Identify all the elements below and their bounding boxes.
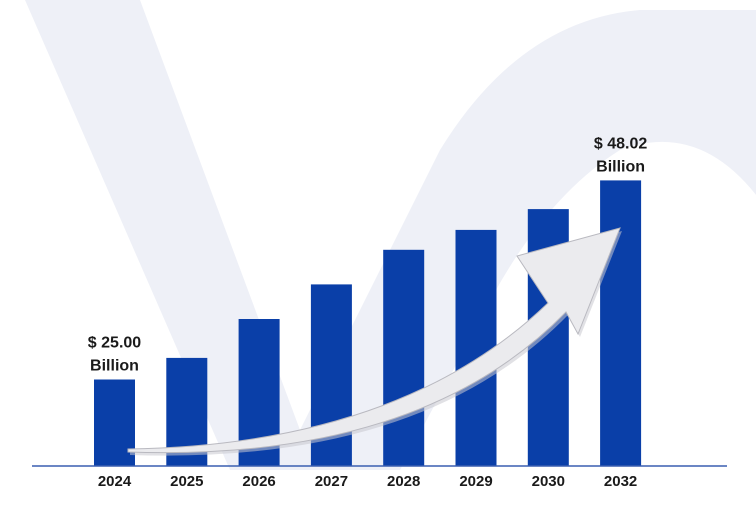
background-watermark bbox=[25, 0, 756, 470]
bar-2032 bbox=[600, 180, 642, 466]
tick-label-2024: 2024 bbox=[98, 473, 132, 490]
tick-label-2026: 2026 bbox=[242, 473, 275, 490]
bar-2024 bbox=[94, 379, 135, 466]
tick-label-2028: 2028 bbox=[387, 473, 420, 490]
bar-2028 bbox=[383, 249, 425, 466]
tick-label-2029: 2029 bbox=[459, 473, 492, 490]
trend-arrow bbox=[127, 227, 622, 456]
data-label-value-2024: $ 25.00 bbox=[88, 335, 141, 352]
tick-label-2030: 2030 bbox=[532, 473, 565, 490]
tick-label-2027: 2027 bbox=[315, 473, 348, 490]
x-tick-labels: 2024 2025 2026 2027 2028 2029 2030 2032 bbox=[98, 473, 637, 490]
bar-2029 bbox=[455, 229, 497, 466]
tick-label-2032: 2032 bbox=[604, 473, 637, 490]
tick-label-2025: 2025 bbox=[170, 473, 203, 490]
watermark-shape bbox=[25, 0, 756, 470]
data-label-value-2032: $ 48.02 bbox=[594, 135, 647, 152]
data-labels: $ 25.00 Billion $ 48.02 Billion bbox=[88, 135, 648, 374]
trend-arrow-shape bbox=[127, 227, 621, 454]
data-label-unit-2032: Billion bbox=[596, 158, 645, 175]
data-label-unit-2024: Billion bbox=[90, 358, 139, 375]
